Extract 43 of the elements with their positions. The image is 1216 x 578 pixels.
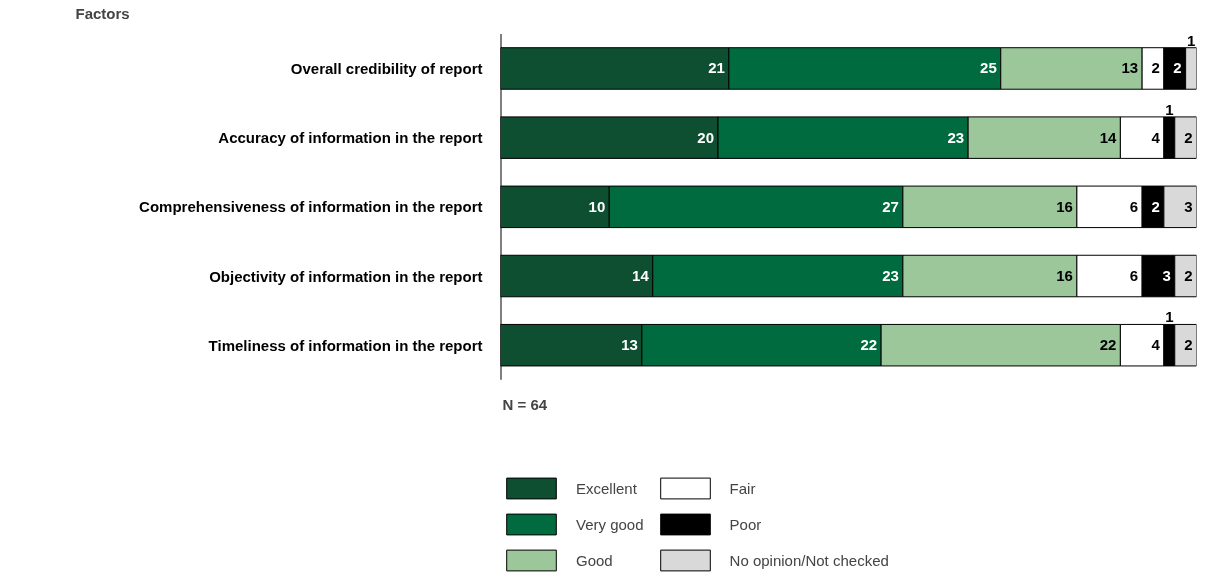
data-label: 2 [1184,267,1193,285]
y-axis-title: Factors [75,4,130,22]
data-label: 2 [1173,59,1182,77]
data-label: 1 [1165,100,1174,118]
data-label: 16 [1056,197,1073,215]
y-tick-label: Overall credibility of report [290,59,483,77]
y-tick-label: Objectivity of information in the report [209,267,483,285]
data-label: 20 [697,128,714,146]
y-tick-label: Accuracy of information in the report [218,129,483,147]
data-label: 21 [708,59,725,77]
data-label: 2 [1184,128,1193,146]
data-label: 13 [1121,59,1139,77]
data-label: 27 [882,197,899,215]
data-label: 10 [588,197,606,215]
data-label: 3 [1162,267,1171,285]
data-label: 25 [980,59,997,77]
data-label: 14 [1099,128,1118,146]
data-label: 4 [1151,336,1161,354]
data-label: 2 [1184,336,1193,354]
data-label: 22 [860,336,878,354]
data-label: 1 [1186,31,1196,49]
legend-label: Poor [729,515,762,533]
legend-label: Excellent [576,479,637,497]
legend-label: Good [576,551,613,569]
data-label: 2 [1151,59,1160,77]
data-label: 6 [1129,197,1139,215]
data-label: 23 [947,128,965,146]
data-label: 14 [632,267,650,285]
legend-label: Fair [729,479,756,497]
data-label: 16 [1056,267,1073,285]
text: N = 64 [502,395,548,413]
y-tick-label: Timeliness of information in the report [208,336,483,354]
data-label: 3 [1184,197,1193,215]
data-label: 6 [1129,267,1139,285]
data-label: 23 [882,267,899,285]
y-tick-label: Comprehensiveness of information in the report [139,198,483,216]
legend-label: Very good [576,515,644,533]
data-label: 22 [1099,336,1117,354]
data-label: 4 [1151,128,1161,146]
data-label: 13 [621,336,638,354]
legend-label: No opinion/Not checked [729,551,889,569]
data-label: 1 [1165,308,1174,326]
data-label: 2 [1151,197,1160,215]
